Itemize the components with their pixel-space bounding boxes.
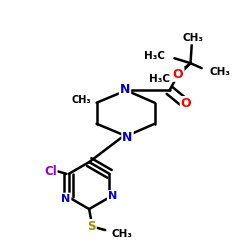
Text: S: S	[88, 220, 96, 233]
Text: O: O	[173, 68, 184, 81]
Text: H₃C: H₃C	[144, 51, 165, 61]
Text: O: O	[181, 97, 192, 110]
Text: CH₃: CH₃	[182, 34, 204, 43]
Text: CH₃: CH₃	[72, 95, 92, 105]
Text: Cl: Cl	[44, 165, 57, 178]
Text: H₃C: H₃C	[148, 74, 170, 84]
Text: N: N	[61, 194, 70, 203]
Text: N: N	[108, 191, 117, 201]
Text: CH₃: CH₃	[209, 67, 230, 77]
Text: N: N	[120, 83, 130, 96]
Text: CH₃: CH₃	[112, 229, 132, 239]
Text: N: N	[122, 131, 133, 144]
